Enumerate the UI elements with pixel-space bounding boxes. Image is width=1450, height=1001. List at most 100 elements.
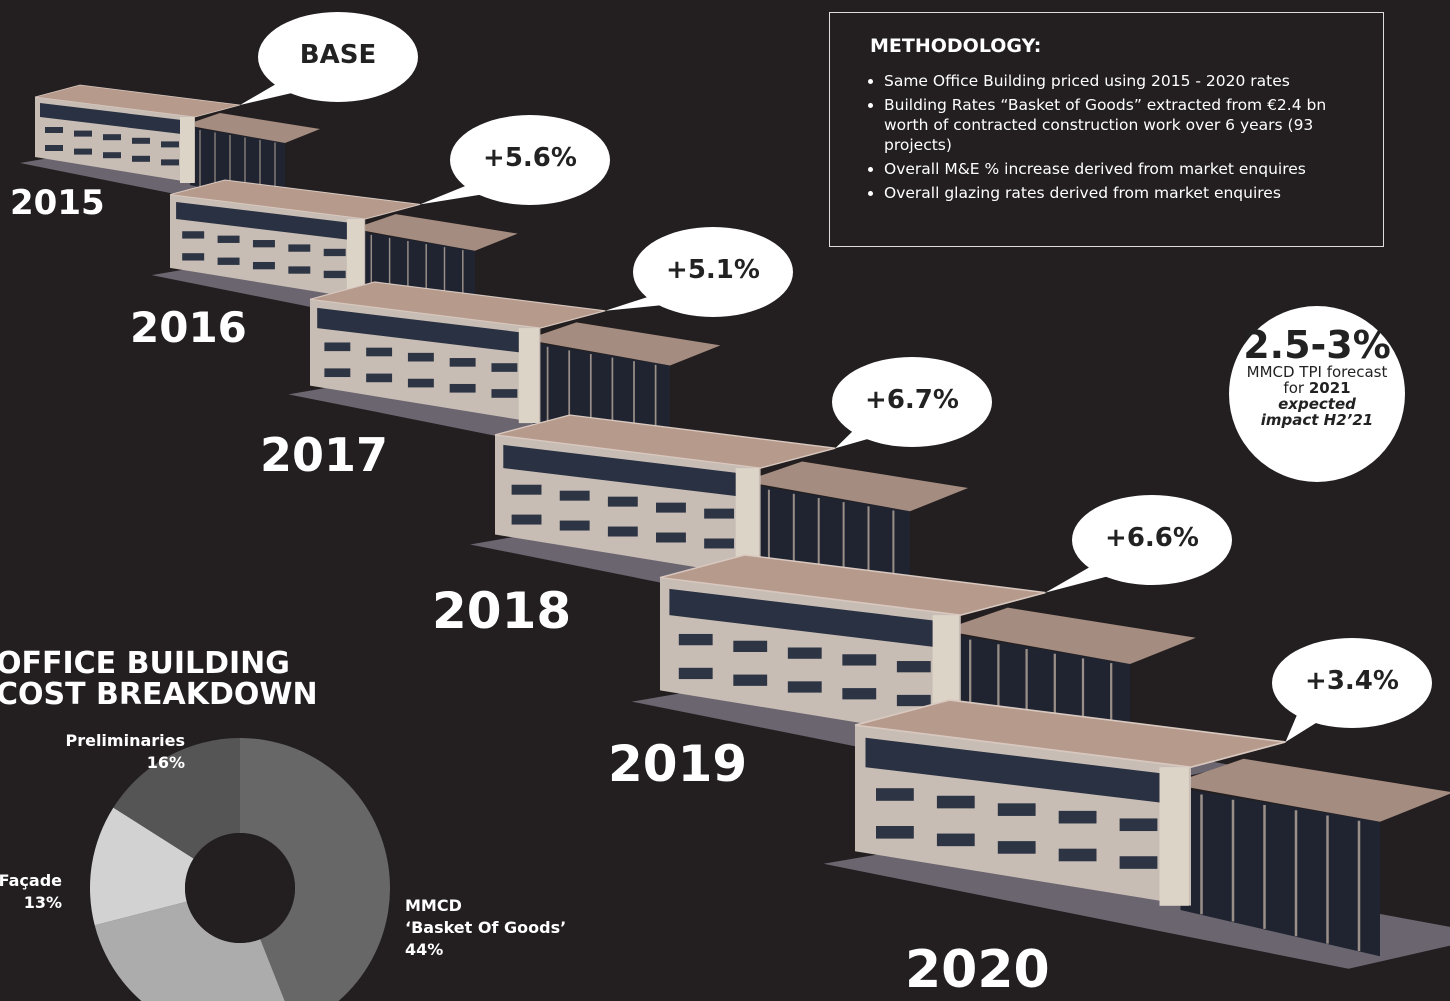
- window: [161, 159, 179, 165]
- window: [998, 803, 1036, 816]
- window: [608, 527, 638, 537]
- window: [842, 688, 876, 699]
- window: [704, 539, 734, 549]
- window: [218, 258, 240, 265]
- window: [998, 841, 1036, 854]
- window: [74, 131, 92, 137]
- year-label: 2018: [432, 582, 571, 640]
- window: [656, 503, 686, 513]
- window: [366, 374, 392, 383]
- window: [45, 145, 63, 151]
- pillar: [1160, 767, 1189, 906]
- window: [218, 236, 240, 243]
- window: [656, 533, 686, 543]
- methodology-title: METHODOLOGY:: [870, 35, 1359, 57]
- window: [842, 654, 876, 665]
- window: [288, 266, 310, 273]
- window: [704, 509, 734, 519]
- window: [876, 826, 914, 839]
- window: [132, 156, 150, 162]
- change-label: +5.1%: [633, 255, 793, 285]
- window: [876, 788, 914, 801]
- year-label: 2017: [260, 428, 388, 482]
- window: [897, 661, 931, 672]
- slice-label: MMCD ‘Basket Of Goods’44%: [405, 895, 566, 961]
- window: [253, 262, 275, 269]
- slice-label: Preliminaries16%: [65, 730, 185, 774]
- pillar: [519, 328, 539, 423]
- window: [512, 485, 542, 495]
- year-label: 2015: [10, 183, 105, 223]
- window: [560, 491, 590, 501]
- window: [324, 271, 346, 278]
- slice-value: 44%: [405, 939, 566, 961]
- window: [324, 368, 350, 377]
- slice-name: Façade: [0, 870, 62, 892]
- forecast-line: for 2021: [1229, 380, 1405, 396]
- window: [253, 240, 275, 247]
- window: [788, 647, 822, 658]
- methodology-bullet: Overall M&E % increase derived from mark…: [884, 159, 1359, 179]
- window: [937, 796, 975, 809]
- window: [733, 641, 767, 652]
- methodology-box: METHODOLOGY: Same Office Building priced…: [829, 12, 1384, 247]
- window: [897, 695, 931, 706]
- methodology-bullet: Overall glazing rates derived from marke…: [884, 183, 1359, 203]
- window: [937, 834, 975, 847]
- window: [366, 348, 392, 357]
- window: [408, 379, 434, 388]
- methodology-bullet: Building Rates “Basket of Goods” extract…: [884, 95, 1359, 155]
- forecast-impact: expected impact H2’21: [1257, 396, 1377, 428]
- methodology-list: Same Office Building priced using 2015 -…: [870, 71, 1359, 203]
- window: [103, 152, 121, 158]
- change-label: +5.6%: [450, 143, 610, 173]
- window: [182, 253, 204, 260]
- window: [182, 231, 204, 238]
- window: [74, 149, 92, 155]
- window: [1120, 856, 1158, 869]
- window: [679, 634, 713, 645]
- forecast-line: MMCD TPI forecast: [1229, 364, 1405, 380]
- window: [491, 389, 517, 398]
- window: [608, 497, 638, 507]
- slice-name: Preliminaries: [65, 730, 185, 752]
- window: [1059, 811, 1097, 824]
- page: METHODOLOGY: Same Office Building priced…: [0, 0, 1450, 1001]
- chart-title: OFFICE BUILDING COST BREAKDOWN: [0, 648, 318, 710]
- forecast-circle: 2.5-3% MMCD TPI forecast for 2021 expect…: [1229, 306, 1405, 482]
- window: [324, 342, 350, 351]
- window: [1059, 849, 1097, 862]
- window: [788, 681, 822, 692]
- building: [824, 700, 1450, 969]
- slice-name: MMCD ‘Basket Of Goods’: [405, 895, 566, 939]
- window: [103, 134, 121, 140]
- window: [560, 521, 590, 531]
- window: [288, 244, 310, 251]
- window: [161, 141, 179, 147]
- slice-value: 16%: [65, 752, 185, 774]
- window: [512, 515, 542, 525]
- methodology-bullet: Same Office Building priced using 2015 -…: [884, 71, 1359, 91]
- window: [450, 384, 476, 393]
- window: [45, 127, 63, 133]
- pillar: [180, 117, 194, 183]
- forecast-value: 2.5-3%: [1229, 326, 1405, 364]
- window: [491, 363, 517, 372]
- change-label: BASE: [258, 40, 418, 70]
- window: [324, 249, 346, 256]
- window: [450, 358, 476, 367]
- window: [1120, 818, 1158, 831]
- change-label: +3.4%: [1272, 666, 1432, 696]
- year-label: 2020: [905, 940, 1050, 1000]
- change-label: +6.6%: [1072, 523, 1232, 553]
- window: [733, 675, 767, 686]
- window: [408, 353, 434, 362]
- window: [132, 138, 150, 144]
- change-label: +6.7%: [832, 385, 992, 415]
- year-label: 2019: [608, 735, 747, 793]
- window: [679, 668, 713, 679]
- donut-hole: [185, 833, 295, 943]
- slice-value: 13%: [0, 892, 62, 914]
- year-label: 2016: [130, 303, 247, 352]
